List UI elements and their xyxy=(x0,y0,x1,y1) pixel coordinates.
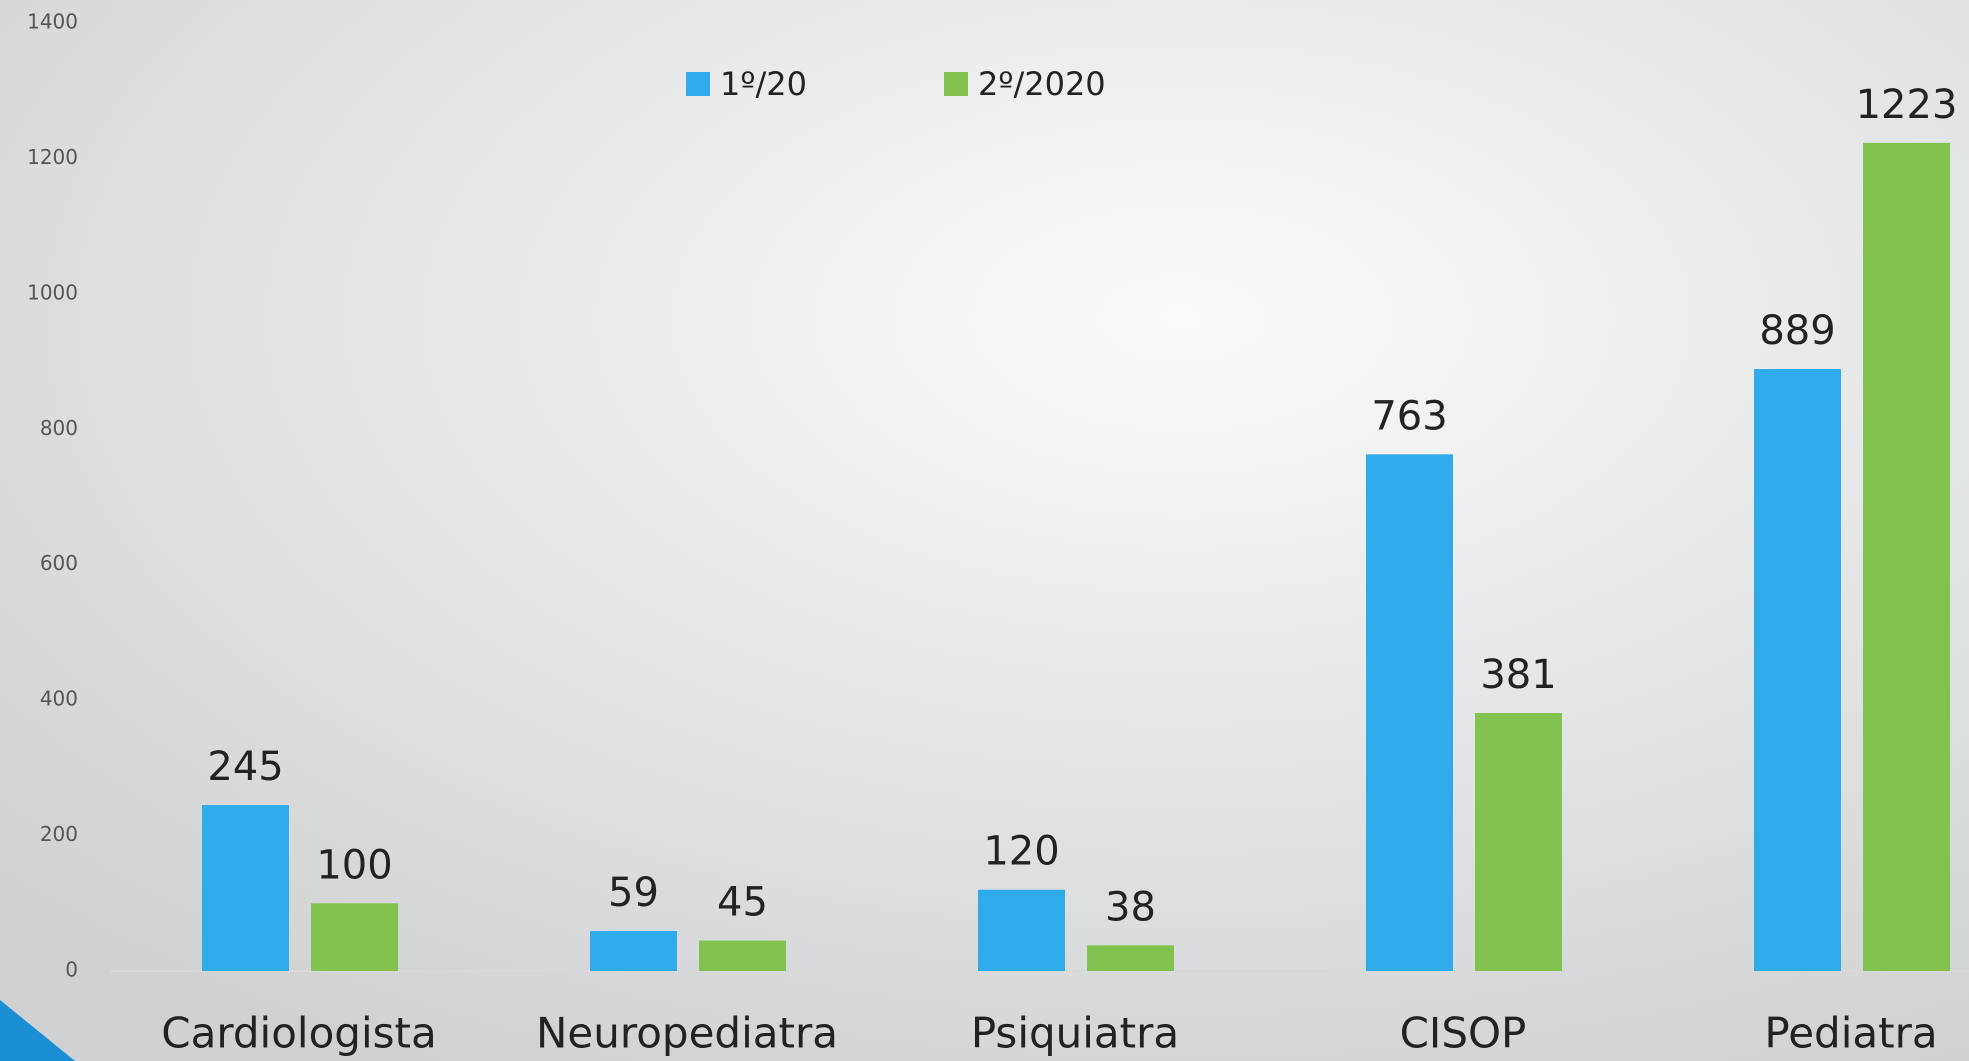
bar xyxy=(978,889,1065,971)
value-label: 38 xyxy=(1105,884,1156,930)
value-label: 1223 xyxy=(1856,82,1958,128)
value-label: 381 xyxy=(1480,652,1556,698)
y-tick-label: 1400 xyxy=(27,10,78,34)
value-label: 245 xyxy=(207,744,283,790)
value-label: 763 xyxy=(1371,393,1447,439)
value-label: 120 xyxy=(983,829,1059,875)
x-tick-label: CISOP xyxy=(1400,1009,1527,1058)
x-tick-label: Pediatra xyxy=(1764,1009,1937,1058)
x-tick-label: Neuropediatra xyxy=(536,1009,838,1058)
bar xyxy=(202,805,289,971)
bar xyxy=(590,931,677,971)
bar xyxy=(699,940,786,971)
legend-swatch xyxy=(686,72,710,96)
y-tick-label: 1000 xyxy=(27,280,78,304)
y-tick-label: 1200 xyxy=(27,145,78,169)
legend-label: 1º/20 xyxy=(720,65,807,103)
bar xyxy=(1475,713,1562,971)
y-tick-label: 200 xyxy=(40,822,78,846)
y-tick-label: 800 xyxy=(40,416,78,440)
value-label: 45 xyxy=(717,880,768,926)
value-label: 59 xyxy=(608,870,659,916)
bar xyxy=(1754,369,1841,971)
bar xyxy=(1863,142,1950,972)
value-label: 889 xyxy=(1759,308,1835,354)
x-tick-label: Psiquiatra xyxy=(971,1009,1179,1058)
legend-swatch xyxy=(944,72,968,96)
bar xyxy=(311,903,398,971)
corner-decoration xyxy=(0,1000,75,1061)
bar xyxy=(1366,454,1453,972)
legend-label: 2º/2020 xyxy=(978,65,1106,103)
bar xyxy=(1087,945,1174,971)
y-tick-label: 400 xyxy=(40,687,78,711)
y-tick-label: 600 xyxy=(40,551,78,575)
value-label: 100 xyxy=(316,842,392,888)
x-tick-label: Cardiologista xyxy=(161,1009,436,1058)
y-tick-label: 0 xyxy=(65,958,78,982)
